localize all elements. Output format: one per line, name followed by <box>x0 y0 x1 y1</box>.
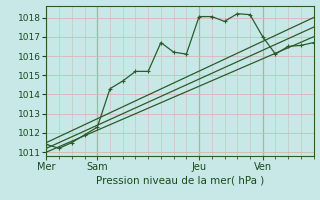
X-axis label: Pression niveau de la mer( hPa ): Pression niveau de la mer( hPa ) <box>96 176 264 186</box>
